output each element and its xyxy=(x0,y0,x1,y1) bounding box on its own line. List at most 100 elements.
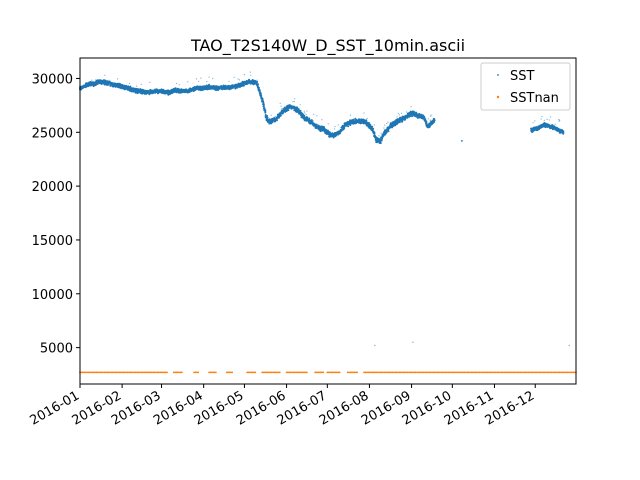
sstnan-point xyxy=(163,371,166,374)
sstnan-point xyxy=(98,371,100,374)
sstnan-point xyxy=(157,371,160,374)
sstnan-point xyxy=(459,371,462,374)
sstnan-point xyxy=(212,371,215,374)
sst-point xyxy=(233,76,235,78)
sst-series xyxy=(79,71,570,347)
sstnan-point xyxy=(319,371,322,374)
sstnan-point xyxy=(123,371,126,374)
sstnan-point xyxy=(109,371,111,374)
sstnan-point xyxy=(571,371,573,374)
sst-point xyxy=(243,74,245,76)
sst-point xyxy=(334,126,336,128)
sstnan-point xyxy=(249,371,251,374)
sstnan-point xyxy=(251,371,254,374)
sst-point xyxy=(534,120,536,122)
y-tick-label: 10000 xyxy=(32,288,73,303)
sstnan-point xyxy=(371,371,374,374)
sstnan-point xyxy=(375,371,378,374)
sstnan-point xyxy=(494,371,497,374)
sst-point xyxy=(546,118,548,120)
sstnan-point xyxy=(288,371,291,374)
sstnan-point xyxy=(118,371,121,374)
sstnan-point xyxy=(439,371,441,374)
sst-point xyxy=(381,137,384,140)
sstnan-point xyxy=(266,371,269,374)
sst-point xyxy=(206,81,208,83)
sstnan-point xyxy=(469,371,471,374)
sstnan-point xyxy=(409,371,412,374)
sstnan-point xyxy=(152,371,155,374)
sstnan-point xyxy=(178,371,181,374)
sstnan-point xyxy=(406,371,409,374)
sst-point xyxy=(258,90,261,92)
sstnan-point xyxy=(164,371,167,374)
sstnan-point xyxy=(103,371,106,374)
sst-point xyxy=(433,119,436,122)
sstnan-point xyxy=(429,371,432,374)
sstnan-point xyxy=(293,371,296,374)
sstnan-point xyxy=(176,371,179,374)
sstnan-point xyxy=(565,371,568,374)
y-tick-label: 25000 xyxy=(32,126,73,141)
sst-point xyxy=(264,111,267,114)
sst-point xyxy=(319,125,322,128)
sstnan-point xyxy=(130,371,133,374)
sst-point xyxy=(430,114,432,116)
sst-point xyxy=(325,128,327,131)
sstnan-point xyxy=(554,371,557,374)
y-tick-label: 30000 xyxy=(32,72,73,87)
sstnan-point xyxy=(210,371,213,374)
sstnan-point xyxy=(545,371,547,374)
sstnan-point xyxy=(528,371,531,374)
sst-point xyxy=(414,110,416,112)
sst-point xyxy=(304,112,306,114)
sstnan-point xyxy=(246,371,249,374)
sst-point xyxy=(380,139,383,142)
sstnan-point xyxy=(414,371,417,374)
sst-point xyxy=(276,119,278,122)
sstnan-point xyxy=(553,371,556,374)
sst-point xyxy=(392,125,395,128)
sstnan-point xyxy=(295,371,297,374)
sstnan-point xyxy=(383,371,386,374)
sstnan-point xyxy=(263,371,266,374)
sstnan-point xyxy=(503,371,505,374)
sst-point xyxy=(349,124,352,126)
sst-point xyxy=(279,102,281,104)
sst-point xyxy=(548,119,550,121)
sst-point xyxy=(550,116,552,118)
sstnan-point xyxy=(270,371,273,374)
sstnan-point xyxy=(403,371,406,374)
sstnan-point xyxy=(193,371,196,374)
sstnan-point xyxy=(133,371,136,374)
sst-point xyxy=(461,140,463,142)
sstnan-point xyxy=(378,371,380,374)
sstnan-point xyxy=(174,371,177,374)
sst-point xyxy=(554,123,556,125)
sstnan-point xyxy=(102,371,104,374)
sstnan-point xyxy=(515,371,518,374)
sstnan-point xyxy=(145,371,148,374)
sst-point xyxy=(198,80,200,82)
sst-point xyxy=(140,83,142,85)
sstnan-point xyxy=(448,371,451,374)
sstnan-point xyxy=(489,371,492,374)
sstnan-point xyxy=(348,371,350,374)
sstnan-point xyxy=(492,371,494,374)
sst-point xyxy=(373,124,375,126)
sstnan-point xyxy=(140,371,143,374)
sstnan-point xyxy=(121,371,123,374)
sstnan-point xyxy=(352,371,354,374)
sst-point xyxy=(117,78,119,80)
sstnan-point xyxy=(473,371,475,374)
sst-point xyxy=(363,112,365,114)
sstnan-point xyxy=(480,371,482,374)
sstnan-point xyxy=(129,371,132,374)
sstnan-point xyxy=(330,371,333,374)
sstnan-point xyxy=(314,371,316,374)
sstnan-point xyxy=(477,371,480,374)
sst-point xyxy=(558,119,560,121)
sstnan-point xyxy=(268,371,270,374)
sst-point xyxy=(551,124,554,127)
sst-point xyxy=(347,125,350,128)
